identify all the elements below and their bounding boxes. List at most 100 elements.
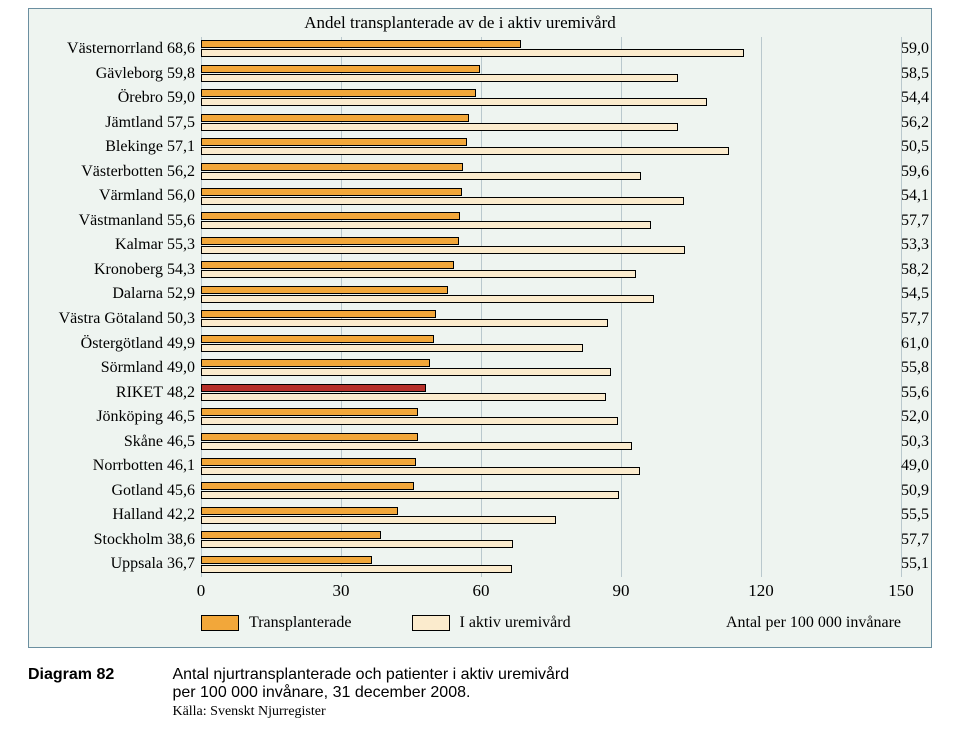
bar-aktiv: [201, 147, 729, 155]
row-left-value: 45,6: [167, 479, 199, 502]
row-name: Skåne: [124, 430, 163, 455]
row-name: Blekinge: [105, 135, 163, 160]
row-right-value: 57,7: [901, 209, 929, 232]
legend-item-transplanterade: Transplanterade: [201, 614, 352, 632]
caption-source: Källa: Svenskt Njurregister: [172, 704, 872, 720]
row-right-value: 54,5: [901, 282, 929, 305]
row-right-value: 50,5: [901, 135, 929, 158]
row-right-value: 55,5: [901, 503, 929, 526]
row-left-value: 46,1: [167, 454, 199, 477]
row-right-value: 58,5: [901, 62, 929, 85]
row-name: Jönköping: [96, 405, 163, 430]
grid-line: [621, 37, 622, 577]
row-left-value: 59,0: [167, 86, 199, 109]
bar-transplanterade: [201, 237, 459, 245]
bar-aktiv: [201, 540, 513, 548]
bar-aktiv: [201, 467, 640, 475]
bar-aktiv: [201, 516, 556, 524]
row-left-value: 49,0: [167, 356, 199, 379]
row-left-value: 52,9: [167, 282, 199, 305]
bar-transplanterade: [201, 188, 462, 196]
row-left-value: 56,0: [167, 184, 199, 207]
x-tick-label: 90: [613, 581, 630, 601]
row-right-value: 58,2: [901, 258, 929, 281]
caption-line1: Antal njurtransplanterade och patienter …: [172, 666, 569, 683]
bar-transplanterade: [201, 531, 381, 539]
row-right-value: 52,0: [901, 405, 929, 428]
legend-label-transplanterade: Transplanterade: [249, 614, 352, 632]
row-name: Kalmar: [115, 233, 163, 258]
row-left-value: 57,5: [167, 111, 199, 134]
chart-box: Andel transplanterade av de i aktiv urem…: [28, 8, 932, 648]
bar-aktiv: [201, 344, 583, 352]
row-right-value: 50,9: [901, 479, 929, 502]
bar-transplanterade: [201, 310, 436, 318]
row-left-value: 59,8: [167, 62, 199, 85]
row-left-value: 57,1: [167, 135, 199, 158]
x-tick-label: 0: [197, 581, 206, 601]
row-right-value: 49,0: [901, 454, 929, 477]
row-left-value: 54,3: [167, 258, 199, 281]
row-left-value: 55,6: [167, 209, 199, 232]
x-tick-label: 60: [473, 581, 490, 601]
caption: Diagram 82 Antal njurtransplanterade och…: [28, 666, 932, 720]
row-left-value: 49,9: [167, 332, 199, 355]
bar-aktiv: [201, 49, 744, 57]
bar-transplanterade: [201, 261, 454, 269]
row-right-value: 55,6: [901, 381, 929, 404]
row-name: Västerbotten: [81, 160, 163, 185]
row-name: Norrbotten: [93, 454, 163, 479]
bar-aktiv: [201, 368, 611, 376]
bar-transplanterade: [201, 507, 398, 515]
bar-transplanterade: [201, 482, 414, 490]
row-name: Västra Götaland: [59, 307, 163, 332]
legend-swatch-aktiv: [412, 615, 450, 631]
x-tick-label: 30: [333, 581, 350, 601]
grid-line: [761, 37, 762, 577]
row-name: Gävleborg: [96, 62, 163, 87]
row-right-values-column: 59,058,554,456,250,559,654,157,753,358,2…: [901, 37, 957, 577]
bar-transplanterade: [201, 65, 480, 73]
bar-transplanterade: [201, 212, 460, 220]
bar-aktiv: [201, 442, 632, 450]
bar-transplanterade: [201, 138, 467, 146]
bar-aktiv: [201, 98, 707, 106]
bar-aktiv: [201, 319, 608, 327]
legend-item-aktiv: I aktiv uremivård: [412, 614, 571, 632]
bar-transplanterade: [201, 40, 521, 48]
caption-text: Antal njurtransplanterade och patienter …: [172, 666, 872, 720]
plot-area: [201, 37, 901, 577]
bar-aktiv: [201, 295, 654, 303]
row-left-value: 55,3: [167, 233, 199, 256]
row-right-value: 59,0: [901, 37, 929, 60]
bar-aktiv: [201, 417, 618, 425]
bar-transplanterade: [201, 458, 416, 466]
row-left-value: 48,2: [167, 381, 199, 404]
row-right-value: 54,4: [901, 86, 929, 109]
bar-aktiv: [201, 123, 678, 131]
row-name: RIKET: [116, 381, 163, 406]
row-left-value: 50,3: [167, 307, 199, 330]
row-right-value: 57,7: [901, 307, 929, 330]
bar-aktiv: [201, 491, 619, 499]
row-name: Halland: [112, 503, 163, 528]
x-axis-title: Antal per 100 000 invånare: [726, 614, 901, 632]
x-tick-label: 150: [888, 581, 914, 601]
x-tick-label: 120: [748, 581, 774, 601]
bar-aktiv: [201, 221, 651, 229]
row-right-value: 59,6: [901, 160, 929, 183]
row-right-value: 56,2: [901, 111, 929, 134]
bar-aktiv: [201, 393, 606, 401]
bar-transplanterade: [201, 556, 372, 564]
row-left-value: 38,6: [167, 528, 199, 551]
legend: Transplanterade I aktiv uremivård Antal …: [201, 611, 901, 635]
bar-aktiv: [201, 246, 685, 254]
bar-transplanterade: [201, 359, 430, 367]
row-name: Östergötland: [81, 332, 163, 357]
legend-swatch-transplanterade: [201, 615, 239, 631]
bar-aktiv: [201, 270, 636, 278]
bar-transplanterade: [201, 384, 426, 392]
row-name: Jämtland: [105, 111, 163, 136]
row-right-value: 50,3: [901, 430, 929, 453]
row-name: Stockholm: [94, 528, 163, 553]
